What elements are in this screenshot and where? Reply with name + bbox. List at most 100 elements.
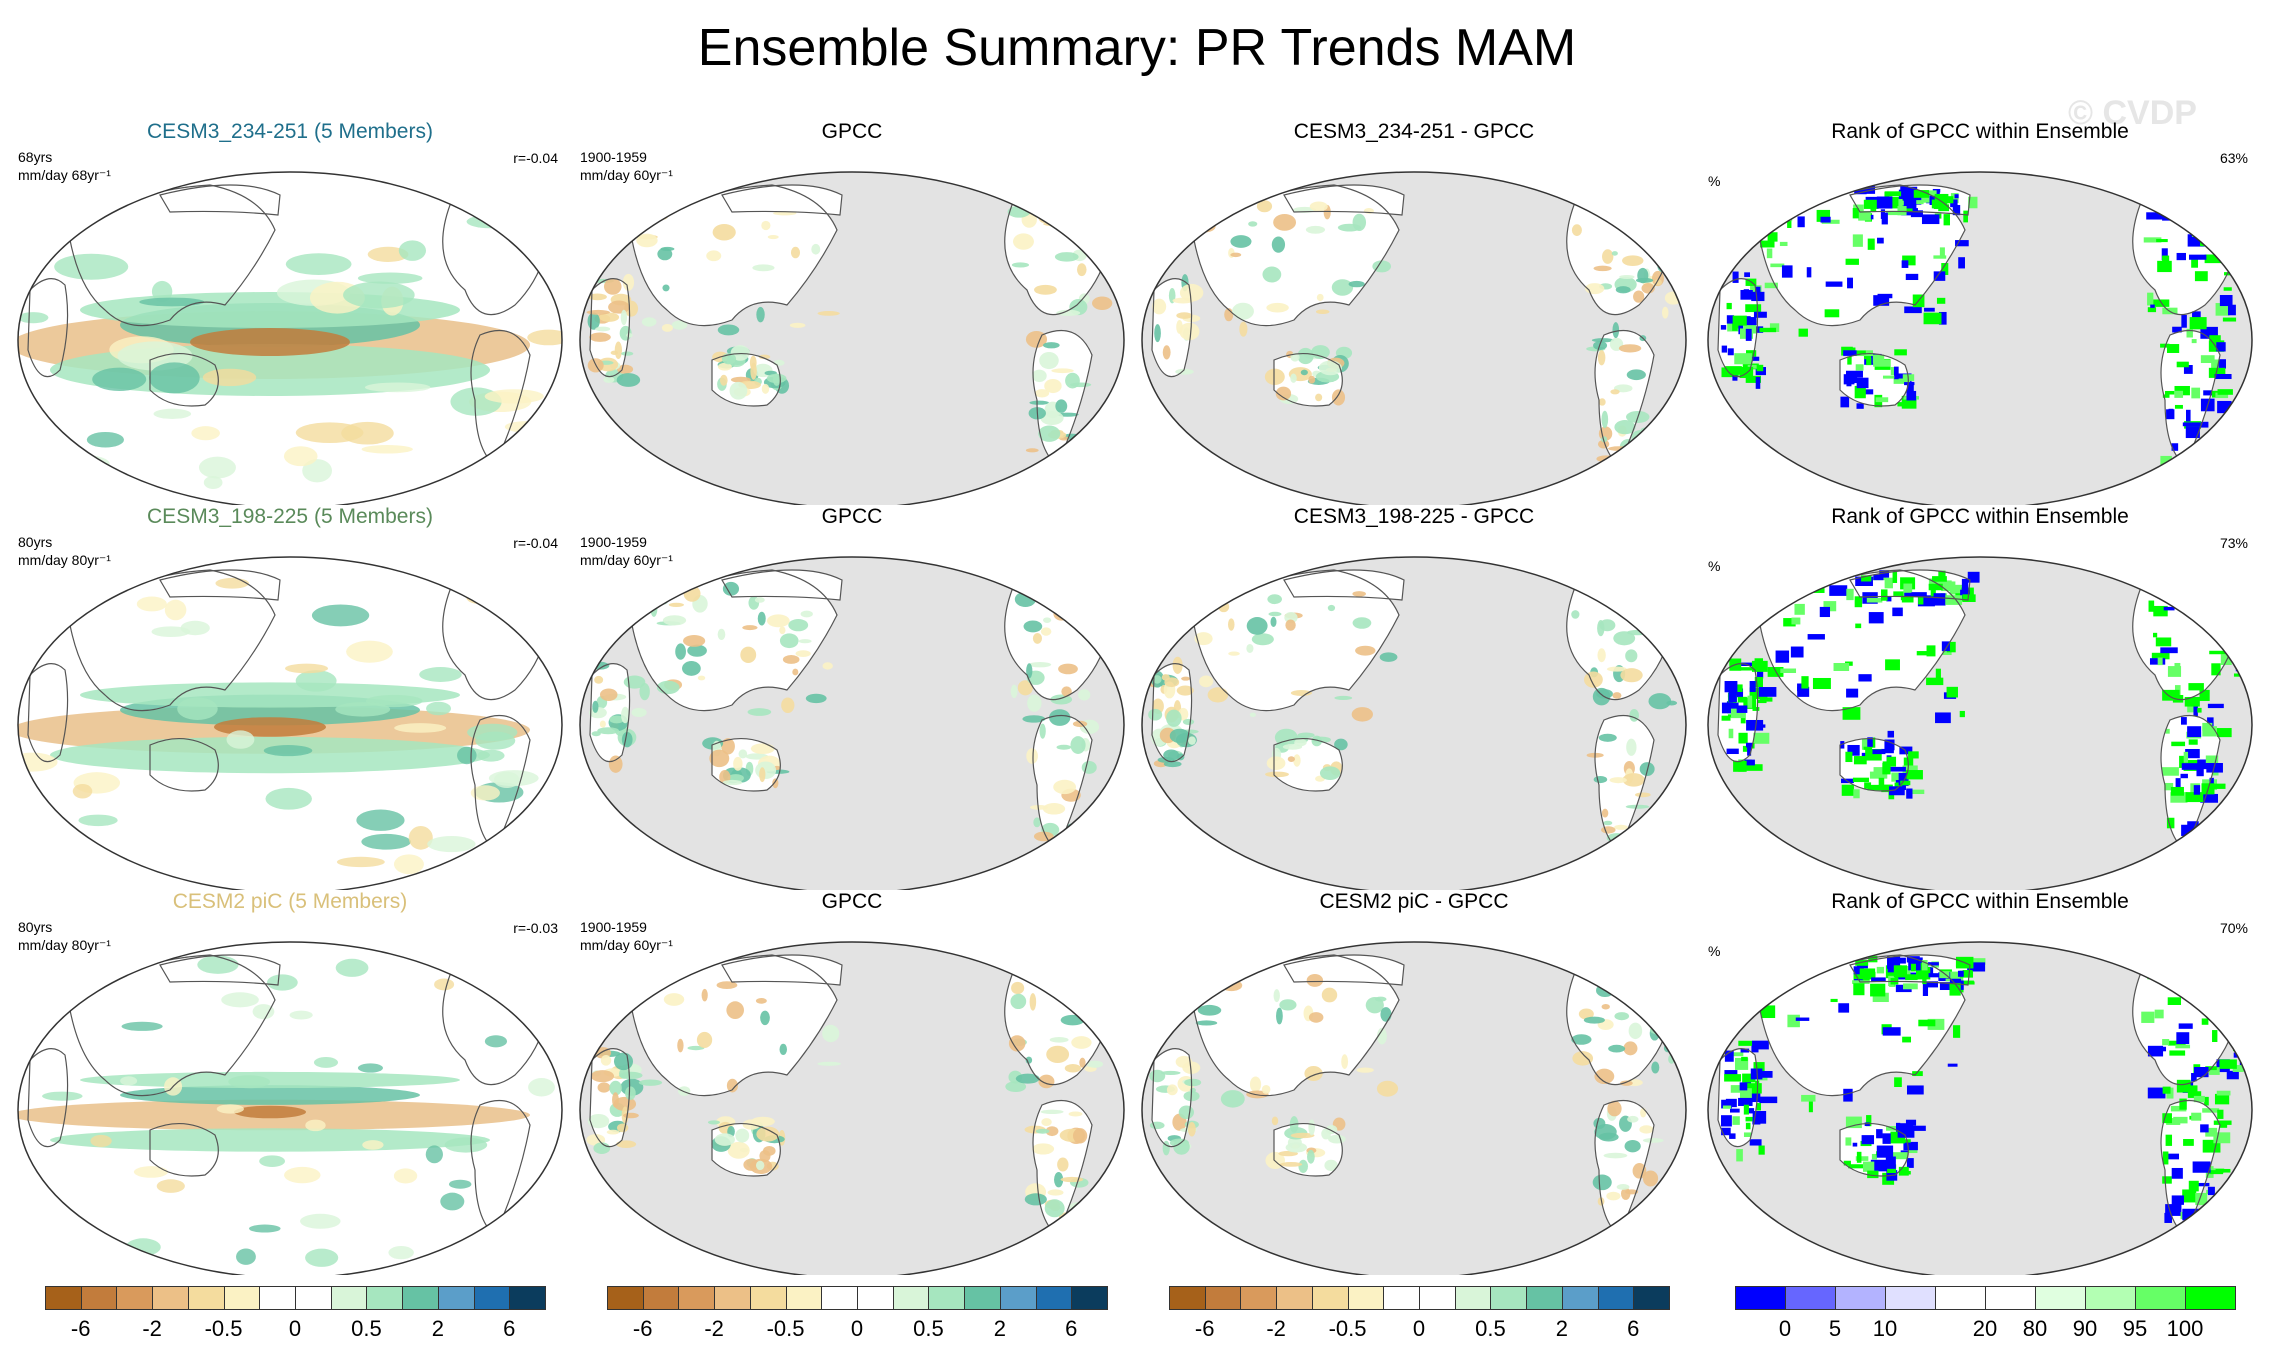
obs-map bbox=[579, 556, 1125, 890]
colorbar-swatch bbox=[1383, 1286, 1420, 1310]
panel-left-annotation: 1900-1959 mm/day 60yr⁻¹ bbox=[580, 919, 673, 953]
colorbar-swatch bbox=[1985, 1286, 2036, 1310]
colorbar-swatch bbox=[45, 1286, 82, 1310]
map-panel-diff: CESM2 piC - GPCC bbox=[1134, 890, 1694, 1275]
rank-percentage: 73% bbox=[2219, 535, 2248, 551]
colorbar-tick-label: 0 bbox=[1412, 1316, 1426, 1341]
globe-outline bbox=[1141, 556, 1687, 890]
colorbar-swatch bbox=[80, 1286, 118, 1310]
map-panel-diff: CESM3_198-225 - GPCC bbox=[1134, 505, 1694, 890]
colorbar-swatch bbox=[187, 1286, 225, 1310]
colorbar-swatch bbox=[1169, 1286, 1206, 1310]
panel-left-annotation: 68yrs mm/day 68yr⁻¹ bbox=[18, 149, 111, 183]
globe-outline bbox=[17, 941, 563, 1275]
globe-outline bbox=[1141, 171, 1687, 505]
colorbar-swatch bbox=[2085, 1286, 2136, 1310]
panel-title: GPCC bbox=[821, 505, 883, 528]
colorbar-swatch bbox=[473, 1286, 511, 1310]
diff-map bbox=[1141, 171, 1687, 505]
colorbar-tick-label: 2 bbox=[431, 1316, 444, 1341]
colorbar-swatch bbox=[678, 1286, 716, 1310]
map-panel-model: CESM3_198-225 (5 Members) 80yrs mm/day 80y… bbox=[10, 505, 570, 890]
colorbar-swatch bbox=[1835, 1286, 1886, 1310]
globe-outline bbox=[579, 171, 1125, 505]
panel-left-annotation: % bbox=[1708, 173, 1721, 189]
colorbar-swatch bbox=[402, 1286, 439, 1310]
colorbar-swatch bbox=[509, 1286, 546, 1310]
trend-colorbar-diff: -6 -2 -0.5 0 0.5 2 6 bbox=[1169, 1286, 1709, 1356]
model-map bbox=[17, 171, 563, 505]
map-panel-model: CESM3_234-251 (5 Members) 68yrs mm/day 68y… bbox=[10, 120, 570, 505]
colorbar-tick-label: -6 bbox=[1194, 1316, 1215, 1341]
colorbar-swatch bbox=[1276, 1286, 1313, 1310]
map-panel-obs: GPCC 1900-1959 mm/day 60yr⁻¹ bbox=[572, 890, 1132, 1275]
colorbar-tick-label: -6 bbox=[70, 1316, 91, 1341]
colorbar-swatch bbox=[116, 1286, 154, 1310]
colorbar-tick-label: 6 bbox=[1065, 1316, 1078, 1341]
globe-outline bbox=[1707, 171, 2253, 505]
rank-map bbox=[1707, 941, 2253, 1275]
colorbar-tick-label: -2 bbox=[142, 1316, 162, 1341]
colorbar-swatch bbox=[749, 1286, 787, 1310]
panel-title: GPCC bbox=[821, 120, 883, 143]
colorbar-swatch bbox=[1035, 1286, 1073, 1310]
map-panel-obs: GPCC 1900-1959 mm/day 60yr⁻¹ bbox=[572, 120, 1132, 505]
panel-title: CESM3_198-225 (5 Members) bbox=[147, 505, 433, 528]
map-panel-rank: Rank of GPCC within Ensemble% 63% bbox=[1700, 120, 2260, 505]
cvdp-watermark: © CVDP bbox=[2068, 94, 2197, 132]
colorbar-swatch bbox=[964, 1286, 1001, 1310]
map-panel-diff: CESM3_234-251 - GPCC bbox=[1134, 120, 1694, 505]
colorbar-tick-label: 2 bbox=[993, 1316, 1006, 1341]
colorbar-swatch bbox=[857, 1286, 894, 1310]
colorbar-swatch bbox=[1633, 1286, 1670, 1310]
panel-title: CESM3_198-225 - GPCC bbox=[1293, 505, 1535, 528]
pattern-correlation: r=-0.04 bbox=[513, 535, 558, 551]
diff-map bbox=[1141, 556, 1687, 890]
panel-left-annotation: 80yrs mm/day 80yr⁻¹ bbox=[18, 534, 111, 568]
panel-title: Rank of GPCC within Ensemble bbox=[1831, 120, 2129, 143]
globe-outline bbox=[1707, 941, 2253, 1275]
trend-colorbar-model: -6 -2 -0.5 0 0.5 2 6 bbox=[45, 1286, 585, 1356]
colorbar-swatch bbox=[1735, 1286, 1786, 1310]
colorbar-swatch bbox=[821, 1286, 858, 1310]
panel-left-annotation: % bbox=[1708, 943, 1721, 959]
map-panel-rank: Rank of GPCC within Ensemble% 70% bbox=[1700, 890, 2260, 1275]
globe-outline bbox=[1707, 556, 2253, 890]
colorbar-swatch bbox=[1454, 1286, 1492, 1310]
colorbar-tick-label: 95 bbox=[2122, 1316, 2148, 1341]
colorbar-tick-label: 6 bbox=[503, 1316, 516, 1341]
rank-percentage: 63% bbox=[2219, 150, 2248, 166]
colorbar-swatch bbox=[607, 1286, 644, 1310]
panel-left-annotation: 1900-1959 mm/day 60yr⁻¹ bbox=[580, 534, 673, 568]
panel-title: CESM3_234-251 (5 Members) bbox=[147, 120, 433, 143]
rank-map bbox=[1707, 556, 2253, 890]
rank-map bbox=[1707, 171, 2253, 505]
colorbar-swatch bbox=[785, 1286, 823, 1310]
colorbar-swatch bbox=[1071, 1286, 1108, 1310]
colorbar-swatch bbox=[2185, 1286, 2236, 1310]
globe-outline bbox=[17, 556, 563, 890]
colorbar-swatch bbox=[1419, 1286, 1456, 1310]
colorbar-tick-label: 0.5 bbox=[1475, 1316, 1506, 1341]
diff-map bbox=[1141, 941, 1687, 1275]
colorbar-swatch bbox=[1311, 1286, 1349, 1310]
colorbar-swatch bbox=[2135, 1286, 2186, 1310]
colorbar-tick-label: 20 bbox=[1972, 1316, 1998, 1341]
rank-percentage: 70% bbox=[2219, 920, 2248, 936]
model-map bbox=[17, 941, 563, 1275]
colorbar-tick-label: -0.5 bbox=[1328, 1316, 1367, 1341]
colorbar-tick-label: 0 bbox=[1778, 1316, 1792, 1341]
colorbar-swatch bbox=[1347, 1286, 1385, 1310]
map-panel-obs: GPCC 1900-1959 mm/day 60yr⁻¹ bbox=[572, 505, 1132, 890]
colorbar-tick-label: 100 bbox=[2166, 1316, 2204, 1341]
panel-title: CESM2 piC (5 Members) bbox=[172, 890, 408, 913]
obs-map bbox=[579, 171, 1125, 505]
trend-colorbar-obs: -6 -2 -0.5 0 0.5 2 6 bbox=[607, 1286, 1147, 1356]
colorbar-swatch bbox=[1785, 1286, 1836, 1310]
globe-outline bbox=[17, 171, 563, 505]
panel-left-annotation: 80yrs mm/day 80yr⁻¹ bbox=[18, 919, 111, 953]
colorbar-swatch bbox=[1526, 1286, 1563, 1310]
panel-title: Rank of GPCC within Ensemble bbox=[1831, 890, 2129, 913]
colorbar-swatch bbox=[437, 1286, 475, 1310]
colorbar-tick-label: 5 bbox=[1828, 1316, 1842, 1341]
